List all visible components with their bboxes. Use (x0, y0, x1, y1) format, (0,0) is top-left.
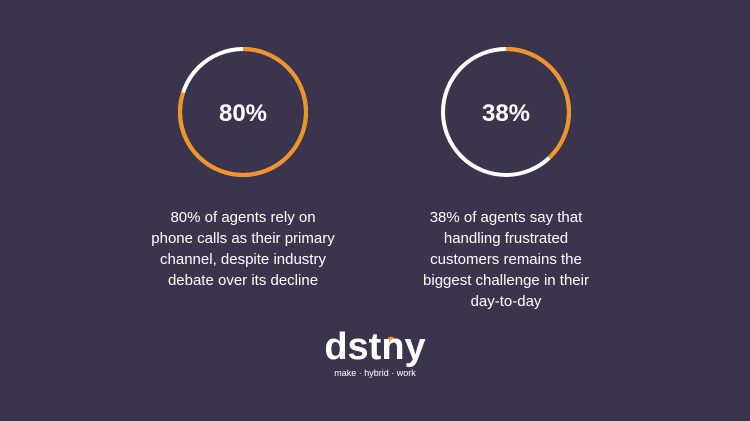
caption: 80% of agents rely on phone calls as the… (151, 209, 335, 289)
value-label: 80% (219, 100, 267, 127)
caption: 38% of agents say that handling frustrat… (423, 209, 589, 310)
tagline: make · hybrid · work (334, 368, 416, 378)
ring-arc (178, 47, 308, 177)
value-label: 38% (482, 100, 530, 127)
ring-arc (505, 47, 571, 160)
logo: dstny (324, 326, 426, 368)
logo-dot (387, 336, 395, 344)
